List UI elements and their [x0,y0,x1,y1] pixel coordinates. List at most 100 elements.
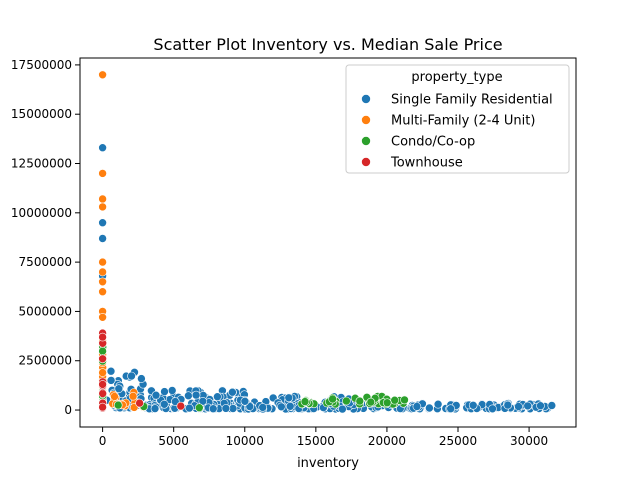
data-point-single-family-residential [184,391,193,401]
data-points [98,70,557,414]
data-point-single-family-residential [167,386,177,395]
data-point-single-family-residential [98,218,107,227]
data-point-single-family-residential [276,402,286,412]
data-point-single-family-residential [106,376,116,385]
x-tick-label: 0 [99,434,107,448]
data-point-townhouse [98,389,107,398]
chart-title: Scatter Plot Inventory vs. Median Sale P… [153,35,502,54]
data-point-multi-family-2-4-unit [98,194,107,204]
x-tick-label: 15000 [297,434,335,448]
data-point-multi-family-2-4-unit [128,391,138,401]
data-point-single-family-residential [547,401,557,410]
y-tick-label: 17500000 [11,58,72,72]
data-point-condo-co-op [328,394,337,404]
data-point-condo-co-op [366,397,376,407]
x-axis-label: inventory [297,456,359,471]
data-point-condo-co-op [113,400,123,410]
data-point-single-family-residential [514,402,523,411]
legend-marker [361,136,371,146]
legend-label: Townhouse [390,156,463,171]
data-point-single-family-residential [114,384,124,394]
data-point-condo-co-op [355,396,365,406]
y-tick-label: 10000000 [11,206,72,220]
x-tick-label: 25000 [439,434,477,448]
data-point-condo-co-op [382,398,392,408]
y-tick-label: 2500000 [19,354,72,368]
data-point-single-family-residential [160,387,169,396]
data-point-townhouse [135,398,144,408]
legend-title: property_type [411,70,502,85]
data-point-multi-family-2-4-unit [98,368,107,377]
data-point-single-family-residential [213,392,222,402]
legend-marker [361,157,371,167]
data-point-multi-family-2-4-unit [98,267,107,277]
data-point-multi-family-2-4-unit [98,257,107,267]
data-point-single-family-residential [523,401,533,411]
data-point-single-family-residential [150,404,160,413]
legend-marker [361,115,371,125]
y-tick-label: 12500000 [11,157,72,171]
data-point-single-family-residential [412,402,422,411]
x-tick-label: 5000 [158,434,189,448]
data-point-single-family-residential [425,403,434,413]
y-tick-label: 15000000 [11,107,72,121]
data-point-single-family-residential [221,404,231,413]
data-point-single-family-residential [98,143,107,152]
data-point-single-family-residential [228,404,238,413]
data-point-single-family-residential [468,400,478,410]
data-point-single-family-residential [98,234,107,243]
legend-label: Condo/Co-op [391,135,475,150]
data-point-single-family-residential [488,404,497,414]
data-point-single-family-residential [228,387,237,397]
legend-label: Single Family Residential [391,93,553,108]
legend-entries: Single Family Residential Multi-Family (2… [361,93,553,171]
data-point-condo-co-op [98,346,107,356]
legend-marker [361,94,371,104]
data-point-single-family-residential [160,399,169,409]
data-point-townhouse [98,354,107,364]
data-point-townhouse [98,402,107,412]
x-tick-label: 30000 [510,434,548,448]
y-tick-label: 0 [64,403,72,417]
data-point-single-family-residential [240,396,250,406]
data-point-single-family-residential [536,401,545,411]
data-point-single-family-residential [503,400,513,410]
data-point-townhouse [98,332,107,342]
y-tick-label: 7500000 [19,255,72,269]
data-point-condo-co-op [342,396,351,406]
data-point-multi-family-2-4-unit [98,70,107,80]
y-axis-ticks: 0 2500000 5000000 7500000 10000000 12500000 15… [11,58,80,417]
data-point-single-family-residential [106,366,116,376]
data-point-single-family-residential [127,371,136,381]
data-point-multi-family-2-4-unit [98,202,107,212]
data-point-condo-co-op [300,397,310,406]
y-tick-label: 5000000 [19,304,72,318]
data-point-condo-co-op [390,395,400,405]
data-point-single-family-residential [258,403,268,412]
data-point-condo-co-op [195,403,204,413]
data-point-townhouse [176,401,186,411]
data-point-single-family-residential [446,404,456,414]
data-point-single-family-residential [285,401,295,411]
data-point-condo-co-op [400,395,409,405]
data-point-multi-family-2-4-unit [98,312,107,322]
data-point-multi-family-2-4-unit [98,287,107,297]
data-point-single-family-residential [137,374,146,383]
data-point-single-family-residential [245,402,255,411]
data-point-single-family-residential [208,404,218,414]
x-tick-label: 20000 [368,434,406,448]
legend: property_type Single Family Residential M… [345,64,570,174]
data-point-single-family-residential [171,397,180,406]
data-point-multi-family-2-4-unit [98,169,107,178]
data-point-single-family-residential [151,390,161,400]
plot-frame [79,57,577,428]
data-point-single-family-residential [433,399,443,409]
data-point-single-family-residential [284,393,294,403]
data-point-multi-family-2-4-unit [110,392,119,401]
data-point-multi-family-2-4-unit [98,277,107,287]
data-point-single-family-residential [185,403,194,413]
x-axis-ticks: 0 5000 10000 15000 20000 25000 30000 [99,427,548,448]
data-point-single-family-residential [191,390,201,400]
legend-frame [345,64,570,174]
